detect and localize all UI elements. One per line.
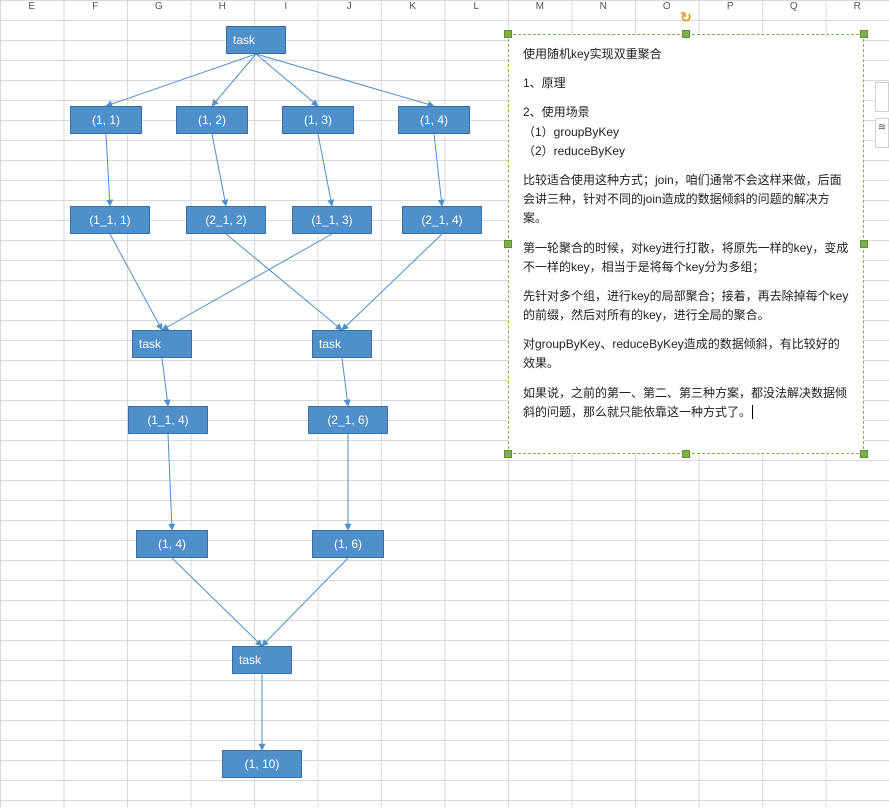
textbox-paragraph: 先针对多个组，进行key的局部聚合；接着，再去除掉每个key的前缀，然后对所有的…	[523, 287, 849, 325]
textbox-paragraph: 2、使用场景（1）groupByKey（2）reduceByKey	[523, 103, 849, 161]
node-n111[interactable]: (1_1, 1)	[70, 206, 150, 234]
selection-handle[interactable]	[504, 30, 512, 38]
node-task2[interactable]: task	[312, 330, 372, 358]
node-n214[interactable]: (2_1, 4)	[402, 206, 482, 234]
column-label: M	[508, 0, 572, 14]
textbox[interactable]: 使用随机key实现双重聚合 1、原理 2、使用场景（1）groupByKey（2）r…	[508, 34, 864, 454]
node-n110[interactable]: (1, 10)	[222, 750, 302, 778]
node-n114[interactable]: (1_1, 4)	[128, 406, 208, 434]
node-n212[interactable]: (2_1, 2)	[186, 206, 266, 234]
node-n14b[interactable]: (1, 4)	[136, 530, 208, 558]
node-task1[interactable]: task	[132, 330, 192, 358]
column-label: N	[572, 0, 636, 14]
column-label: H	[191, 0, 255, 14]
selection-handle[interactable]	[682, 30, 690, 38]
textbox-paragraph: 比较适合使用这种方式；join，咱们通常不会这样来做，后面会讲三种，针对不同的j…	[523, 171, 849, 229]
textbox-paragraph: 对groupByKey、reduceByKey造成的数据倾斜，有比较好的效果。	[523, 335, 849, 373]
node-n14[interactable]: (1, 4)	[398, 106, 470, 134]
column-labels: EFGHIJKLMNOPQR	[0, 0, 889, 14]
sidebar-stub[interactable]	[875, 82, 889, 112]
column-label: R	[826, 0, 889, 14]
node-n216[interactable]: (2_1, 6)	[308, 406, 388, 434]
node-n16[interactable]: (1, 6)	[312, 530, 384, 558]
column-label: G	[127, 0, 191, 14]
node-n113[interactable]: (1_1, 3)	[292, 206, 372, 234]
node-n12[interactable]: (1, 2)	[176, 106, 248, 134]
column-label: L	[445, 0, 509, 14]
textbox-paragraph: 使用随机key实现双重聚合	[523, 45, 849, 64]
textbox-paragraph: 第一轮聚合的时候，对key进行打散，将原先一样的key，变成不一样的key，相当…	[523, 239, 849, 277]
selection-handle[interactable]	[860, 450, 868, 458]
node-task0[interactable]: task	[226, 26, 286, 54]
column-label: I	[254, 0, 318, 14]
column-label: Q	[762, 0, 826, 14]
column-label: E	[0, 0, 64, 14]
selection-handle[interactable]	[504, 450, 512, 458]
selection-handle[interactable]	[860, 240, 868, 248]
selection-handle[interactable]	[682, 450, 690, 458]
column-label: F	[64, 0, 128, 14]
rotate-handle-icon[interactable]: ↻	[680, 9, 692, 26]
text-cursor	[752, 405, 753, 419]
spreadsheet-canvas: EFGHIJKLMNOPQR task (1, 1) (1, 2) (1, 3) (1,…	[0, 0, 889, 808]
textbox-paragraph: 如果说，之前的第一、第二、第三种方案，都没法解决数据倾斜的问题，那么就只能依靠这…	[523, 384, 849, 422]
node-task3[interactable]: task	[232, 646, 292, 674]
selection-handle[interactable]	[504, 240, 512, 248]
column-label: J	[318, 0, 382, 14]
node-n11[interactable]: (1, 1)	[70, 106, 142, 134]
textbox-paragraph: 1、原理	[523, 74, 849, 93]
column-label: P	[699, 0, 763, 14]
selection-handle[interactable]	[860, 30, 868, 38]
column-label: K	[381, 0, 445, 14]
node-n13[interactable]: (1, 3)	[282, 106, 354, 134]
sidebar-stub[interactable]: ≋	[875, 118, 889, 148]
